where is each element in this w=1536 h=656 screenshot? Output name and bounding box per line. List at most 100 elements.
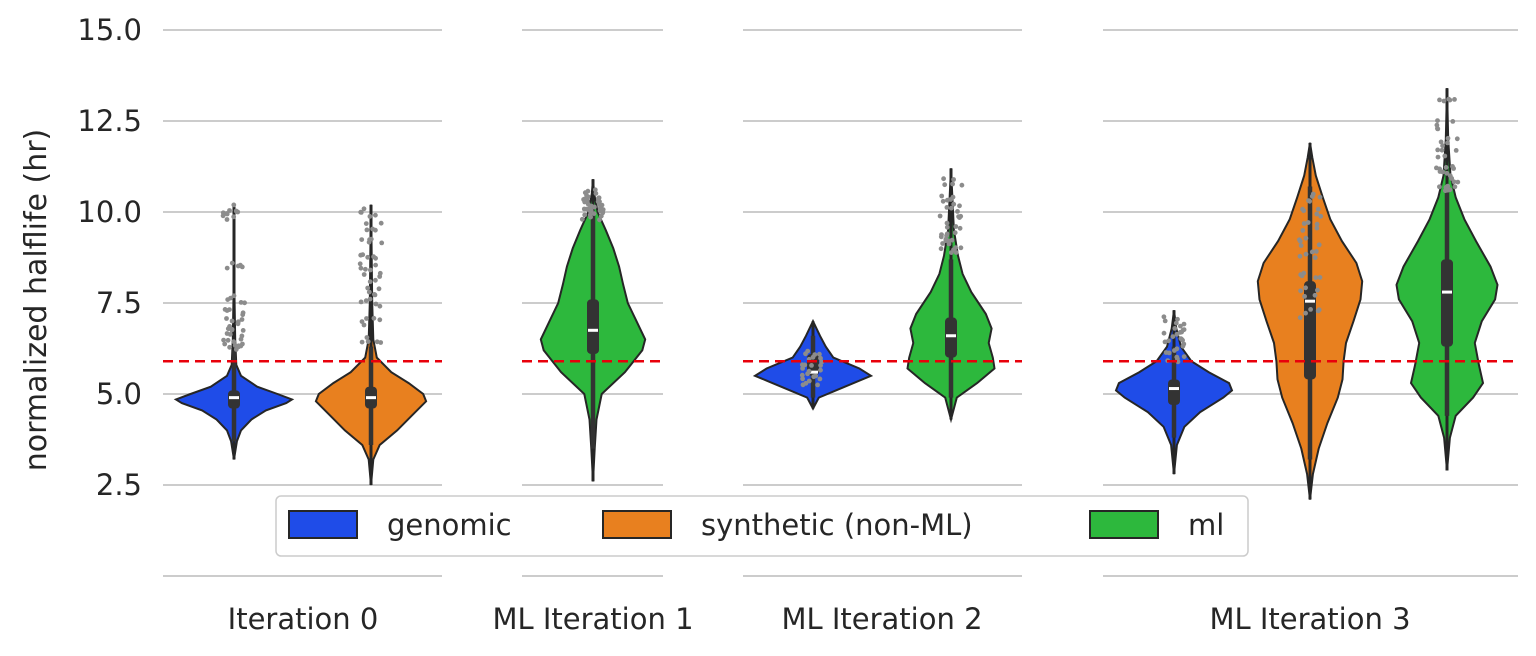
- violin-ml: [906, 168, 996, 424]
- jitter-point: [224, 217, 230, 222]
- x-tick-label: Iteration 0: [228, 602, 379, 636]
- violin-genomic: [752, 318, 874, 411]
- violin-synthetic: [314, 204, 428, 486]
- jitter-point: [231, 339, 237, 345]
- jitter-point: [1318, 213, 1324, 219]
- jitter-point: [1298, 272, 1304, 278]
- jitter-point: [361, 206, 367, 212]
- jitter-point: [1301, 208, 1307, 214]
- jitter-point: [942, 182, 948, 188]
- jitter-point: [1181, 354, 1187, 359]
- legend-swatch: [602, 510, 672, 539]
- jitter-point: [1441, 98, 1447, 104]
- violins: [173, 88, 1499, 500]
- jitter-point: [812, 352, 818, 357]
- jitter-point: [220, 210, 226, 216]
- jitter-point: [1443, 188, 1448, 194]
- jitter-point: [818, 367, 823, 373]
- jitter-point: [1298, 288, 1303, 294]
- jitter-point: [939, 232, 944, 238]
- jitter-point: [1316, 242, 1322, 248]
- jitter-point: [368, 267, 373, 273]
- legend-swatch: [288, 510, 358, 539]
- jitter-point: [1162, 339, 1168, 345]
- jitter-point: [958, 245, 964, 251]
- jitter-point: [818, 355, 823, 361]
- jitter-point: [582, 199, 588, 205]
- legend-item-synthetic: synthetic (non-ML): [602, 508, 973, 542]
- jitter-point: [957, 225, 963, 231]
- violin-box: [1304, 281, 1316, 380]
- jitter-point: [238, 343, 244, 349]
- jitter-point: [946, 241, 952, 247]
- jitter-point: [373, 277, 378, 283]
- x-tick-label: ML Iteration 1: [492, 602, 693, 636]
- jitter-point: [225, 337, 231, 343]
- jitter-point: [227, 208, 232, 213]
- jitter-point: [817, 376, 823, 382]
- jitter-point: [238, 300, 244, 305]
- jitter-point: [1445, 135, 1451, 141]
- jitter-point: [800, 376, 805, 382]
- violin-box: [1168, 379, 1180, 405]
- jitter-point: [951, 201, 957, 207]
- jitter-point: [1437, 97, 1442, 103]
- jitter-point: [379, 240, 385, 246]
- jitter-point: [1437, 166, 1442, 172]
- jitter-point: [1297, 237, 1302, 243]
- jitter-point: [1175, 316, 1180, 322]
- jitter-point: [579, 216, 585, 222]
- jitter-point: [940, 241, 945, 246]
- jitter-point: [367, 296, 373, 302]
- jitter-point: [1454, 136, 1460, 142]
- violin-box: [1441, 259, 1453, 347]
- jitter-point: [811, 374, 817, 380]
- jitter-point: [817, 351, 822, 357]
- jitter-point: [365, 285, 371, 291]
- jitter-point: [592, 204, 597, 210]
- jitter-point: [363, 266, 368, 272]
- jitter-point: [1447, 173, 1453, 179]
- jitter-point: [1315, 308, 1321, 314]
- jitter-point: [231, 202, 237, 208]
- violin-ml: [539, 179, 647, 482]
- jitter-point: [819, 359, 825, 365]
- jitter-point: [366, 289, 372, 295]
- violin-box: [587, 299, 599, 354]
- jitter-point: [371, 254, 376, 260]
- jitter-point: [945, 197, 950, 203]
- jitter-point: [952, 230, 958, 236]
- jitter-point: [360, 252, 366, 258]
- jitter-point: [938, 246, 944, 252]
- jitter-point: [1161, 314, 1167, 320]
- violin-ml: [1395, 88, 1499, 471]
- y-axis-ticks: 2.5 5.0 7.5 10.0 12.5 15.0: [77, 13, 142, 502]
- jitter-point: [1437, 184, 1442, 190]
- jitter-point: [227, 344, 233, 350]
- jitter-point: [377, 303, 383, 309]
- jitter-point: [1313, 249, 1319, 254]
- jitter-point: [231, 293, 237, 299]
- legend-label: ml: [1188, 508, 1224, 542]
- violin-synthetic: [1256, 142, 1364, 500]
- jitter-point: [1180, 337, 1185, 343]
- jitter-point: [232, 343, 238, 348]
- jitter-point: [235, 319, 241, 325]
- jitter-point: [364, 335, 370, 340]
- jitter-point: [374, 339, 380, 345]
- x-axis-ticks: Iteration 0 ML Iteration 1 ML Iteration 2 M…: [228, 602, 1411, 636]
- jitter-point: [596, 195, 602, 201]
- violin-genomic: [173, 202, 295, 460]
- jitter-point: [365, 339, 371, 344]
- jitter-point: [939, 193, 945, 199]
- jitter-point: [1450, 164, 1455, 169]
- legend-label: genomic: [387, 508, 512, 542]
- jitter-point: [242, 300, 248, 306]
- jitter-point: [1181, 341, 1187, 347]
- jitter-point: [1181, 321, 1187, 327]
- jitter-point: [372, 292, 377, 297]
- jitter-point: [238, 336, 244, 342]
- jitter-point: [222, 341, 228, 347]
- jitter-point: [1300, 228, 1306, 233]
- legend-box: [275, 495, 1249, 557]
